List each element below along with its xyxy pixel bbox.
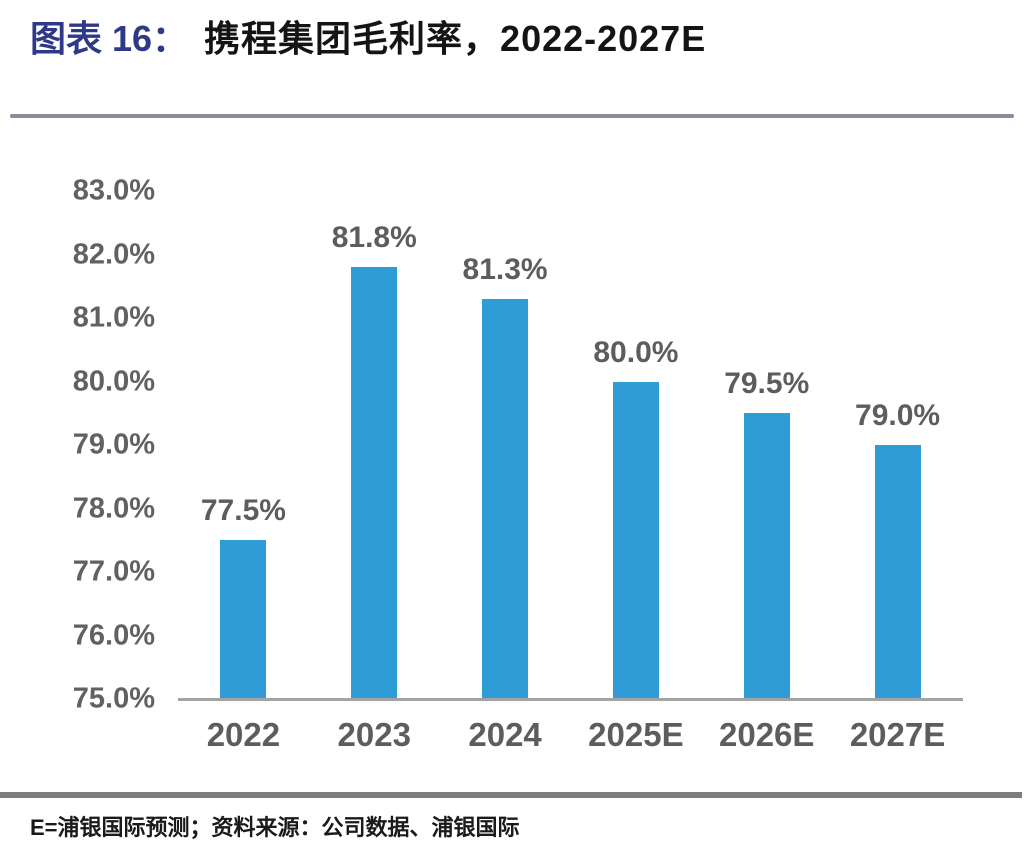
- bar-value-label: 81.3%: [462, 252, 548, 286]
- bar-2022: [220, 540, 267, 699]
- bar-group-2024: 81.3%: [440, 191, 571, 699]
- bar-value-label: 81.8%: [331, 221, 417, 255]
- y-tick-label: 81.0%: [72, 301, 155, 334]
- bar-2024: [482, 298, 529, 699]
- figure-title: 图表 16： 携程集团毛利率，2022-2027E: [30, 10, 706, 62]
- y-tick-label: 77.0%: [72, 555, 155, 588]
- bar-value-label: 79.0%: [855, 399, 941, 432]
- figure-number-label: 图表 16：: [30, 18, 189, 59]
- x-tick-label-2023: 2023: [337, 716, 411, 753]
- bar-group-2023: 81.8%: [309, 191, 440, 699]
- x-tick-label-2025E: 2025E: [588, 716, 684, 753]
- x-axis-category-labels: 2022 2023 2024 2025E 2026E 2027E: [178, 716, 963, 766]
- bar-group-2026E: 79.5%: [701, 191, 832, 699]
- x-tick-label-2026E: 2026E: [719, 716, 815, 753]
- y-tick-label: 75.0%: [72, 682, 155, 715]
- bar-chart-plot-area: 77.5% 81.8% 81.3% 80.0% 79.5% 79.0%: [178, 191, 963, 701]
- bar-group-2025E: 80.0%: [570, 191, 701, 699]
- source-note: E=浦银国际预测；资料来源：公司数据、浦银国际: [30, 815, 520, 840]
- x-tick-label-2022: 2022: [206, 716, 281, 753]
- x-axis-baseline: [178, 698, 963, 701]
- y-tick-label: 80.0%: [72, 365, 155, 397]
- y-tick-label: 79.0%: [72, 428, 155, 461]
- bar-group-2022: 77.5%: [178, 191, 309, 699]
- bar-2027E: [874, 445, 921, 699]
- y-tick-label: 83.0%: [72, 174, 155, 207]
- figure-title-text: 携程集团毛利率，2022-2027E: [204, 18, 707, 59]
- y-tick-label: 82.0%: [72, 238, 155, 270]
- bar-2023: [351, 267, 398, 699]
- x-tick-label-2024: 2024: [468, 716, 542, 753]
- y-tick-label: 78.0%: [72, 492, 155, 524]
- footer-divider-rule: [0, 792, 1022, 798]
- bar-group-2027E: 79.0%: [832, 191, 963, 699]
- bar-2025E: [612, 381, 659, 699]
- bar-value-label: 80.0%: [593, 335, 679, 369]
- bar-value-label: 77.5%: [200, 494, 286, 528]
- bar-value-label: 79.5%: [724, 367, 810, 401]
- title-divider-rule: [10, 114, 1014, 118]
- bar-2026E: [743, 413, 790, 699]
- y-tick-label: 76.0%: [72, 619, 155, 651]
- x-tick-label-2027E: 2027E: [849, 716, 946, 753]
- y-axis-tick-labels: 83.0% 82.0% 81.0% 80.0% 79.0% 78.0% 77.0% 76.0%…: [20, 175, 155, 715]
